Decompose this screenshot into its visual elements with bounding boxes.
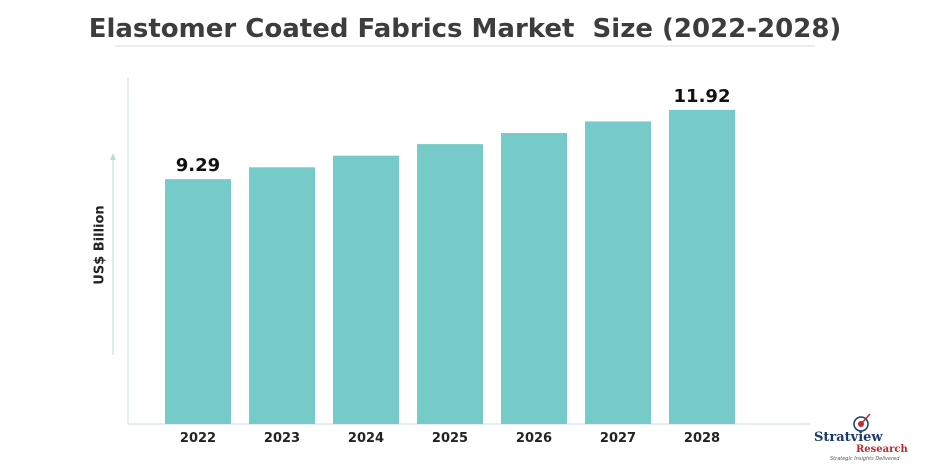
data-label-2022: 9.29 [176, 155, 220, 176]
logo-sub: Research [856, 444, 908, 455]
bar-2028 [669, 109, 735, 424]
bar-2026 [501, 133, 567, 424]
bar-2025 [417, 144, 483, 424]
x-tick-2022: 2022 [180, 431, 216, 446]
bar-2023 [249, 167, 315, 424]
chart-title: Elastomer Coated Fabrics Market Size (20… [88, 14, 842, 44]
data-label-2028: 11.92 [674, 86, 731, 107]
logo-name: Stratview [814, 430, 883, 445]
logo-tagline: Strategic Insights Delivered [830, 456, 900, 462]
logo-arrow-icon [860, 413, 871, 425]
x-tick-2026: 2026 [516, 431, 552, 446]
x-tick-2028: 2028 [684, 431, 720, 446]
bar-2027 [585, 121, 651, 425]
y-arrow-head-icon [110, 153, 116, 160]
bar-2022 [165, 179, 231, 424]
x-tick-2023: 2023 [264, 431, 300, 446]
x-tick-2027: 2027 [600, 431, 636, 446]
x-tick-2024: 2024 [348, 431, 384, 446]
stratview-logo [853, 413, 871, 432]
logo-globe-icon [853, 416, 869, 432]
bar-2024 [333, 155, 399, 425]
x-tick-2025: 2025 [432, 431, 468, 446]
